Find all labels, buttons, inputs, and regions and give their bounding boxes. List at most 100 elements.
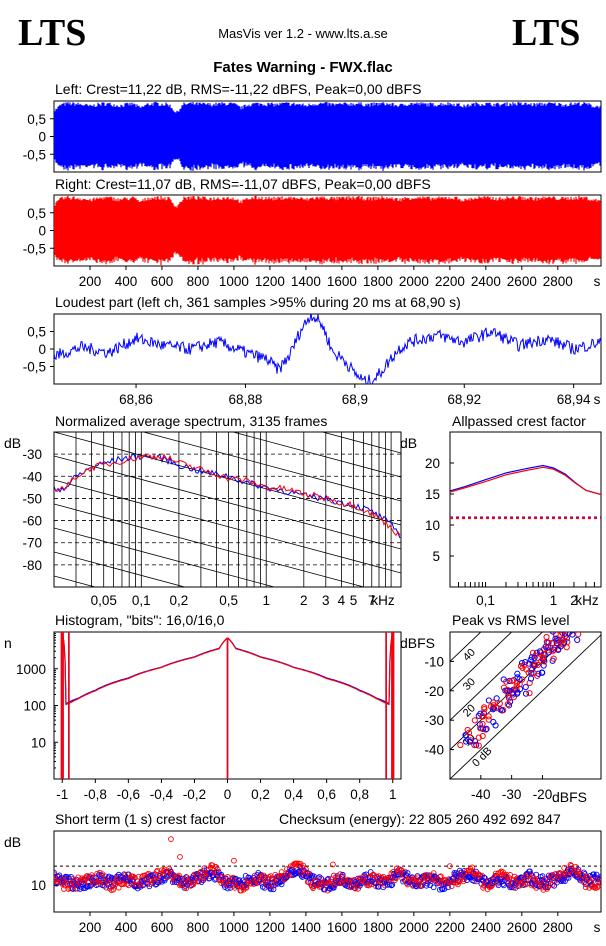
pvr-point — [505, 689, 512, 696]
stc-point-left — [325, 875, 332, 882]
stc-point-right — [591, 883, 598, 890]
allpassed-ytick-label: 20 — [425, 456, 440, 471]
loudest-xtick-label: 68,9 — [342, 392, 368, 407]
loudest-plot — [54, 314, 601, 384]
histogram-xtick-label: -0,8 — [84, 787, 107, 802]
stc-xtick-label: 2400 — [471, 920, 501, 935]
pvr-ytick-label: -10 — [424, 654, 444, 669]
pvr-point — [516, 676, 523, 683]
pvr-point — [514, 689, 521, 696]
pvr-diagonal-label: 0 dB — [470, 745, 494, 769]
pvr-point — [550, 646, 558, 653]
spectrum-slope — [54, 503, 366, 587]
stc-point-right — [214, 866, 221, 873]
stc-xunit: s — [594, 920, 601, 935]
pvr-diagonal — [450, 632, 574, 751]
pvr-point — [540, 651, 547, 658]
spectrum-ytick-label: -40 — [22, 469, 42, 484]
histogram-xtick-label: -0,4 — [150, 787, 174, 802]
histogram-xtick-label: 0 — [224, 787, 232, 802]
stc-point-right — [120, 881, 127, 888]
left-channel-title: Left: Crest=11,22 dB, RMS=-11,22 dBFS, P… — [55, 81, 422, 97]
pvr-point — [543, 633, 550, 641]
pvr-point — [493, 695, 500, 702]
histogram-xtick-label: -1 — [56, 787, 68, 802]
stc-outlier — [447, 863, 453, 869]
loudest-ytick-label: 0 — [38, 342, 46, 357]
time-xtick-label: 200 — [79, 274, 102, 289]
loudest-line — [54, 314, 601, 384]
logo-left: LTS — [18, 12, 87, 54]
allpassed-xtick-label: 1 — [550, 593, 558, 608]
pvr-point — [506, 677, 513, 685]
pvr-point — [539, 669, 546, 676]
pvr-point — [513, 682, 520, 690]
pvr-point — [476, 721, 483, 728]
spectrum-xtick-label: 0,5 — [219, 593, 238, 608]
stc-plot — [54, 836, 601, 894]
stc-point-left — [598, 873, 601, 880]
stc-xtick-label: 2800 — [543, 920, 573, 935]
spectrum-xtick-label: 4 — [338, 593, 346, 608]
stc-xtick-label: 1000 — [219, 920, 249, 935]
pvr-point — [490, 705, 498, 712]
pvr-point — [565, 626, 570, 631]
spectrum-grid — [54, 288, 401, 587]
stc-xtick-label: 1400 — [291, 920, 321, 935]
pvr-diagonal — [450, 632, 482, 663]
histogram-ytick-label: 1000 — [16, 662, 46, 677]
time-xtick-label: 2600 — [507, 274, 537, 289]
spectrum-xtick-label: 2 — [300, 593, 308, 608]
stc-point-left — [525, 877, 531, 884]
stc-point-right — [132, 874, 138, 881]
stc-xtick-label: 2000 — [399, 920, 429, 935]
stc-point-left — [500, 882, 507, 889]
stc-point-left — [124, 877, 130, 884]
pvr-point — [564, 624, 569, 629]
pvr-point — [457, 741, 464, 749]
pvr-point — [527, 675, 535, 682]
stc-point-left — [565, 874, 572, 881]
page-title: Fates Warning - FWX.flac — [213, 59, 393, 76]
pvr-point — [575, 632, 582, 638]
spectrum-ytick-label: -50 — [22, 491, 42, 506]
right-channel-ytick-label: 0,5 — [27, 206, 46, 221]
time-xtick-label: 1800 — [363, 274, 393, 289]
spectrum-slope — [54, 288, 401, 381]
loudest-ytick-label: 0,5 — [27, 325, 46, 340]
stc-point-right — [455, 881, 461, 888]
pvr-point — [532, 661, 539, 668]
pvr-point — [497, 706, 504, 713]
pvr-point — [471, 741, 478, 749]
spectrum-slope — [54, 455, 401, 550]
pvr-point — [549, 640, 556, 647]
pvr-point — [462, 738, 470, 745]
loudest-ytick-label: -0,5 — [23, 360, 46, 375]
spectrum-line-1 — [54, 453, 401, 537]
stc-point-left — [597, 875, 601, 882]
stc-point-right — [176, 872, 182, 879]
pvr-point — [479, 732, 486, 740]
pvr-point — [562, 632, 569, 637]
time-xtick-label: 1000 — [219, 274, 249, 289]
allpassed-ylabel: dB — [400, 435, 418, 451]
stc-outlier — [231, 857, 237, 864]
pvr-xtick-label: -40 — [471, 787, 491, 802]
histogram-xtick-label: -0,2 — [183, 787, 206, 802]
checksum-label: Checksum (energy): 22 805 260 492 692 84… — [279, 811, 561, 827]
spectrum-slope — [54, 432, 401, 526]
pvr-point — [522, 683, 529, 691]
pvr-point — [471, 717, 478, 724]
histogram-xtick-label: 0,4 — [284, 787, 303, 802]
pvr-point — [465, 729, 473, 736]
spectrum-xtick-label: 0,05 — [91, 593, 117, 608]
time-xtick-label: 400 — [115, 274, 138, 289]
stc-point-right — [493, 873, 500, 879]
right-channel-wave — [54, 195, 601, 265]
stc-point-right — [465, 867, 472, 874]
loudest-part-title: Loudest part (left ch, 361 samples >95% … — [55, 294, 461, 310]
spectrum-ytick-label: -60 — [22, 514, 42, 529]
spectrum-slope — [142, 432, 401, 502]
spectrum-slope — [54, 336, 401, 429]
